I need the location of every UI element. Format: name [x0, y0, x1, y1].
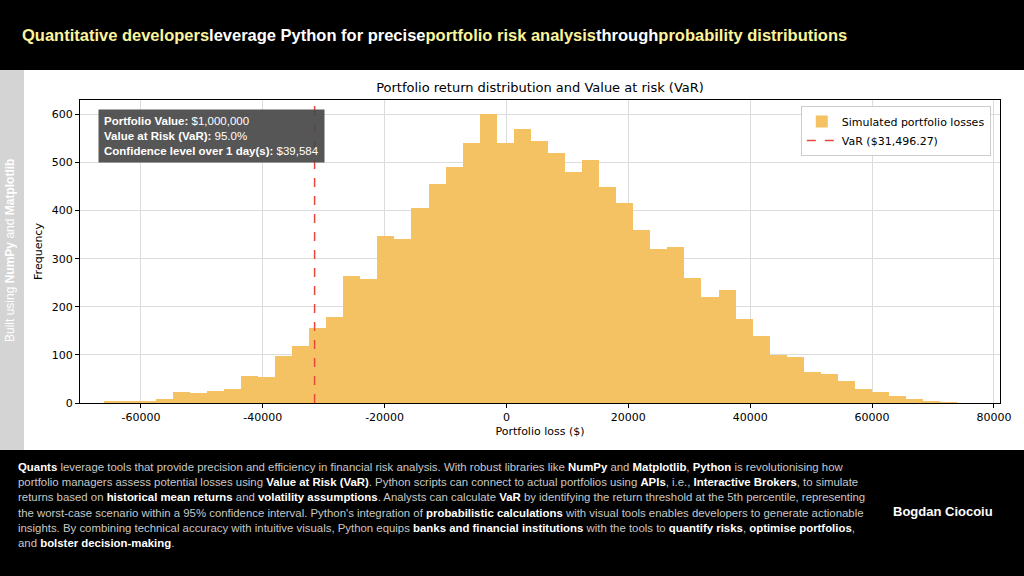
svg-text:Portfolio Value: $1,000,000Val: Portfolio Value: $1,000,000Value at Risk…	[104, 115, 319, 157]
svg-text:60000: 60000	[855, 411, 890, 424]
svg-text:20000: 20000	[611, 411, 646, 424]
svg-text:Frequency: Frequency	[32, 223, 45, 280]
svg-text:0: 0	[503, 411, 510, 424]
svg-text:-40000: -40000	[243, 411, 282, 424]
svg-text:400: 400	[52, 204, 73, 217]
svg-text:200: 200	[52, 301, 73, 314]
svg-text:500: 500	[52, 156, 73, 169]
html-text:NumPy: NumPy	[3, 241, 17, 283]
html-text:Quantitative developers levera: Quantitative developers leverage Python …	[22, 25, 848, 44]
svg-text:-60000: -60000	[121, 411, 160, 424]
html-text:and: and	[3, 215, 17, 242]
svg-text:Portfolio loss ($): Portfolio loss ($)	[495, 425, 584, 438]
svg-text:40000: 40000	[733, 411, 768, 424]
svg-text:-20000: -20000	[365, 411, 404, 424]
svg-text:Simulated portfolio losses: Simulated portfolio losses	[842, 116, 985, 129]
html-text:Matplotlib: Matplotlib	[3, 158, 17, 215]
svg-text:80000: 80000	[976, 411, 1011, 424]
svg-text:100: 100	[52, 349, 73, 362]
html-text:Built using: Built using	[3, 283, 17, 342]
html-text:Bogdan Ciocoiu: Bogdan Ciocoiu	[893, 504, 993, 519]
svg-text:600: 600	[52, 108, 73, 121]
svg-text:Portfolio return distribution: Portfolio return distribution and Value …	[376, 80, 704, 95]
svg-text:VaR ($31,496.27): VaR ($31,496.27)	[842, 135, 938, 148]
html-text:Quants leverage tools that pro: Quants leverage tools that provide preci…	[18, 461, 866, 549]
svg-text:0: 0	[66, 397, 73, 410]
svg-text:300: 300	[52, 253, 73, 266]
